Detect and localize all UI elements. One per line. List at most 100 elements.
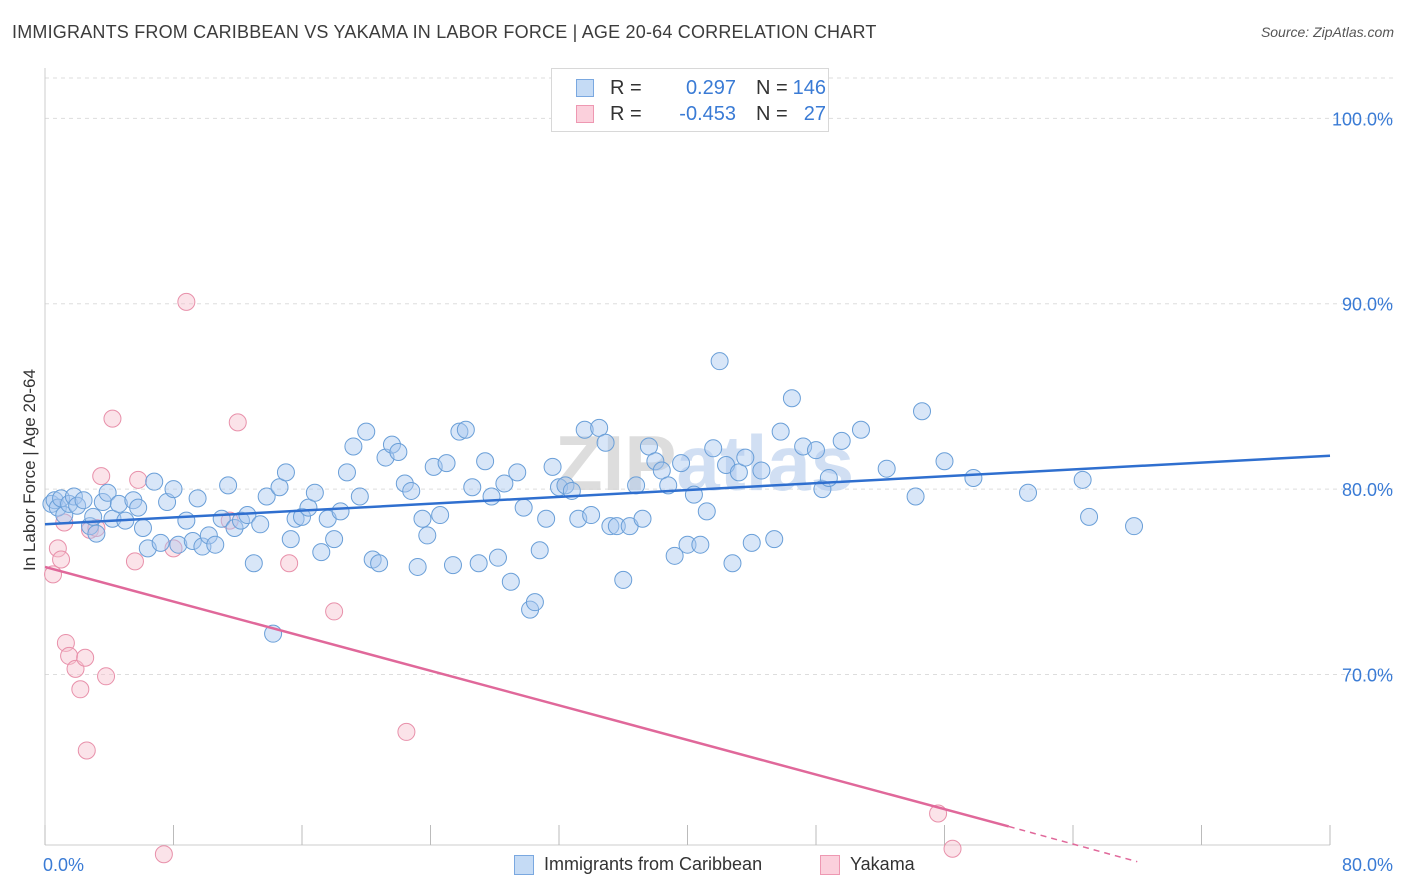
caribbean-point — [807, 441, 825, 460]
y-axis-label: In Labor Force | Age 20-64 — [20, 369, 39, 571]
yakama-trend-extension — [1008, 825, 1138, 863]
caribbean-point — [133, 519, 152, 538]
caribbean-point — [151, 533, 170, 552]
yakama-point — [52, 550, 71, 569]
caribbean-point — [199, 526, 218, 545]
caribbean-point — [344, 437, 363, 456]
caribbean-point — [389, 443, 408, 462]
caribbean-point — [74, 491, 93, 510]
yakama-point — [71, 680, 90, 699]
caribbean-point — [678, 535, 697, 554]
caribbean-point — [206, 535, 225, 554]
legend-label: Immigrants from Caribbean — [544, 854, 763, 874]
source-note: Source: ZipAtlas.com — [1260, 24, 1394, 40]
yakama-point — [154, 845, 173, 864]
caribbean-point — [723, 554, 742, 573]
caribbean-point — [1019, 483, 1038, 502]
yakama-point — [943, 839, 962, 858]
caribbean-point — [443, 556, 462, 575]
caribbean-point — [463, 478, 482, 497]
caribbean-point — [169, 535, 188, 554]
caribbean-point — [782, 389, 801, 408]
caribbean-point — [736, 448, 755, 467]
gridlines — [45, 77, 1395, 675]
yakama-point — [76, 648, 95, 667]
caribbean-point — [109, 494, 128, 513]
caribbean-point — [646, 452, 665, 471]
yakama-point — [48, 539, 67, 558]
caribbean-point — [1073, 470, 1092, 489]
caribbean-point — [590, 418, 609, 437]
caribbean-point — [476, 452, 495, 471]
y-tick-label: 80.0% — [1342, 480, 1393, 500]
caribbean-point — [771, 422, 790, 441]
caribbean-point — [331, 502, 350, 521]
yakama-point — [103, 409, 122, 428]
legend-swatch-caribbean — [576, 79, 594, 97]
caribbean-point — [508, 463, 527, 482]
caribbean-point — [729, 463, 748, 482]
yakama-point — [177, 292, 196, 311]
caribbean-point — [350, 487, 369, 506]
caribbean-point — [257, 487, 276, 506]
caribbean-point — [382, 435, 401, 454]
caribbean-point — [596, 433, 615, 452]
caribbean-point — [482, 487, 501, 506]
caribbean-point — [501, 572, 520, 591]
caribbean-point — [582, 506, 601, 525]
caribbean-point — [514, 498, 533, 517]
caribbean-point — [672, 454, 691, 473]
r-label: R = — [610, 103, 642, 125]
caribbean-point — [752, 461, 771, 480]
legend-label: Yakama — [850, 854, 915, 874]
yakama-point — [228, 413, 247, 432]
yakama-trend-line — [44, 565, 1010, 828]
caribbean-point — [98, 483, 117, 502]
caribbean-point — [543, 457, 562, 476]
caribbean-point — [495, 474, 514, 493]
y-tick-label: 100.0% — [1332, 109, 1393, 129]
n-value: 146 — [792, 77, 826, 99]
caribbean-point — [357, 422, 376, 441]
caribbean-point — [575, 420, 594, 439]
caribbean-point — [906, 487, 925, 506]
caribbean-point — [652, 461, 671, 480]
caribbean-point — [87, 524, 106, 543]
caribbean-point — [639, 437, 658, 456]
stats-legend: R = 0.297 N = 146 R = -0.453 N = 27 — [551, 68, 829, 132]
yakama-point — [325, 602, 344, 621]
caribbean-point — [525, 593, 544, 612]
caribbean-point — [251, 515, 270, 534]
caribbean-point — [312, 543, 331, 562]
caribbean-point — [607, 517, 626, 536]
caribbean-point — [964, 468, 983, 487]
r-label: R = — [610, 77, 642, 99]
caribbean-point — [281, 530, 300, 549]
caribbean-point — [219, 476, 238, 495]
caribbean-point — [244, 554, 263, 573]
caribbean-point — [225, 519, 244, 538]
caribbean-point — [697, 502, 716, 521]
caribbean-point — [488, 548, 507, 567]
caribbean-point — [877, 459, 896, 478]
caribbean-point — [408, 557, 427, 576]
caribbean-point — [456, 420, 475, 439]
yakama-point — [87, 519, 106, 538]
caribbean-point — [1125, 517, 1144, 536]
caribbean-point — [633, 509, 652, 528]
caribbean-point — [691, 535, 710, 554]
yakama-point — [129, 470, 148, 489]
yakama-point — [280, 554, 299, 573]
caribbean-point — [183, 531, 202, 550]
legend-swatch-yakama — [820, 855, 840, 875]
yakama-point — [397, 722, 416, 741]
caribbean-point — [530, 541, 549, 560]
caribbean-point — [188, 489, 207, 508]
axes — [44, 68, 1331, 846]
caribbean-point — [437, 454, 456, 473]
yakama-point — [92, 467, 111, 486]
caribbean-point — [337, 463, 356, 482]
caribbean-point — [402, 481, 421, 500]
caribbean-point — [93, 493, 112, 512]
